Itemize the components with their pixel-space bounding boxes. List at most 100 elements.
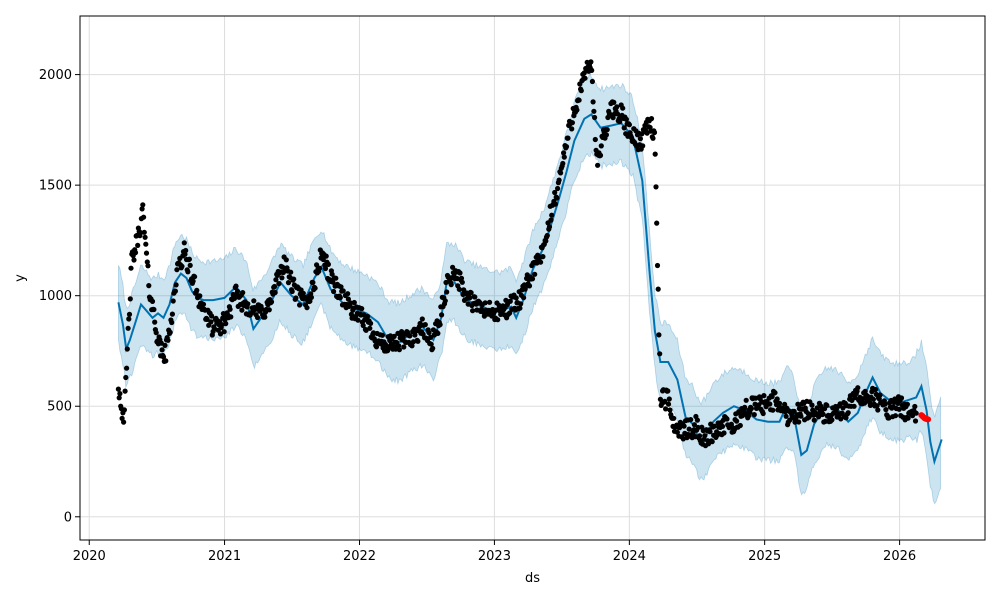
observed-point: [162, 342, 168, 348]
y-tick-label: 500: [47, 400, 72, 415]
observed-point: [450, 264, 456, 270]
y-tick-label: 2000: [39, 68, 72, 83]
x-tick-label: 2021: [208, 549, 241, 564]
observed-point: [656, 332, 662, 338]
observed-point: [776, 400, 783, 406]
x-tick-label: 2023: [478, 549, 511, 564]
observed-point: [653, 184, 659, 190]
observed-point: [331, 288, 337, 295]
observed-point: [621, 125, 627, 131]
observed-point: [702, 433, 708, 439]
observed-point: [409, 343, 415, 349]
observed-point: [185, 269, 191, 275]
observed-point: [818, 403, 824, 409]
observed-point: [367, 325, 373, 331]
observed-point: [737, 422, 743, 429]
observed-point: [310, 279, 316, 286]
observed-point: [657, 396, 664, 402]
observed-point: [190, 278, 196, 284]
observed-point: [146, 283, 152, 289]
observed-point: [139, 206, 145, 212]
y-tick-label: 1500: [39, 179, 72, 194]
observed-point: [526, 283, 533, 289]
observed-point: [359, 306, 365, 312]
observed-point: [614, 104, 620, 110]
observed-point: [259, 306, 265, 312]
observed-point: [143, 241, 149, 247]
x-tick-label: 2020: [73, 549, 106, 564]
observed-point: [507, 310, 513, 316]
observed-point: [651, 129, 658, 136]
observed-point: [558, 170, 564, 176]
observed-point: [291, 276, 297, 282]
observed-point: [426, 330, 432, 336]
observed-point: [546, 224, 553, 230]
observed-point: [276, 281, 282, 287]
observed-point: [532, 271, 538, 277]
observed-point: [663, 406, 669, 412]
observed-point: [351, 299, 357, 306]
observed-point: [337, 295, 343, 301]
plot-frame: [79, 15, 986, 541]
observed-point: [623, 116, 630, 122]
observed-point: [798, 413, 804, 419]
observed-point: [666, 396, 672, 402]
observed-point: [569, 126, 575, 132]
observed-point: [165, 337, 171, 343]
observed-point: [141, 214, 147, 220]
observed-point: [221, 329, 227, 335]
observed-point: [233, 283, 239, 289]
observed-point: [574, 107, 580, 113]
observed-point: [227, 306, 233, 312]
observed-point: [172, 288, 178, 294]
observed-point: [686, 426, 692, 432]
observed-point: [913, 410, 919, 416]
observed-point: [285, 280, 292, 286]
observed-point: [444, 289, 450, 295]
observed-point: [442, 298, 448, 304]
grid-lines: [80, 16, 985, 540]
observed-point: [132, 250, 139, 256]
observed-point: [507, 298, 513, 304]
observed-point: [472, 294, 478, 300]
observed-point: [711, 423, 718, 429]
observed-point: [126, 311, 133, 317]
observed-point: [187, 262, 193, 268]
observed-point: [555, 185, 561, 192]
observed-point: [142, 234, 148, 240]
observed-point: [181, 240, 187, 246]
observed-point: [518, 301, 524, 307]
observed-point: [820, 411, 826, 417]
observed-point: [289, 288, 295, 295]
observed-point: [588, 59, 594, 65]
observed-point: [791, 408, 797, 414]
observed-point: [194, 287, 200, 293]
observed-point: [437, 322, 443, 328]
observed-point: [412, 332, 418, 338]
observed-point: [153, 330, 159, 336]
observed-point: [125, 325, 131, 331]
observed-point: [548, 217, 554, 223]
observed-point: [576, 97, 582, 103]
observed-point: [174, 267, 180, 273]
observed-point: [611, 99, 617, 105]
observed-point: [117, 391, 123, 397]
observed-point: [694, 417, 701, 423]
forecast-line-group: [117, 113, 943, 466]
observed-point: [163, 358, 169, 364]
observed-point: [325, 261, 331, 267]
observed-point: [422, 322, 428, 328]
observed-point: [861, 400, 868, 406]
observed-point: [569, 120, 576, 126]
observed-point: [811, 417, 817, 423]
observed-point: [845, 410, 851, 416]
observed-point: [905, 415, 911, 421]
observed-point: [379, 332, 385, 338]
observed-point: [340, 288, 346, 294]
observed-point: [604, 127, 610, 133]
observed-point: [650, 135, 656, 141]
observed-point: [870, 396, 877, 402]
observed-point: [428, 341, 434, 347]
observed-point: [772, 390, 778, 396]
observed-point: [640, 143, 646, 149]
